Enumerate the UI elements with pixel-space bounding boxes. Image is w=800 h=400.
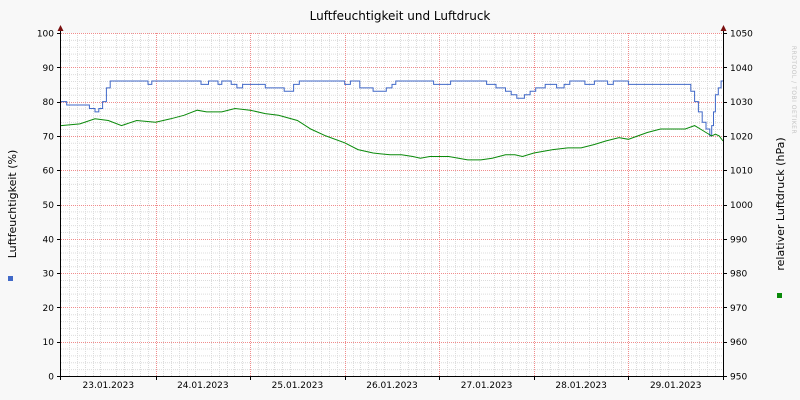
y-tick-label-right: 1050	[730, 30, 753, 40]
y-tick-label-right: 1010	[730, 167, 753, 177]
watermark: RRDTOOL / TOBI OETIKER	[790, 46, 797, 134]
y-tick-label-left: 50	[43, 201, 55, 211]
y-tick-label-left: 90	[43, 64, 55, 74]
y-axis-arrow-left	[57, 25, 64, 31]
x-tick-labels: 23.01.2023 24.01.2023 25.01.2023 26.01.2023…	[83, 381, 702, 391]
y-tick-label-left: 0	[48, 373, 54, 383]
y-tick-label-right: 1030	[730, 98, 753, 108]
legend-marker-left	[8, 276, 13, 281]
series-line-right	[60, 107, 724, 161]
y-tick-label-right: 1000	[730, 201, 753, 211]
y-tick-label-left: 60	[43, 167, 55, 177]
y-tick-label-left: 70	[43, 132, 55, 142]
y-tick-label-right: 960	[730, 338, 747, 348]
x-tick-label: 27.01.2023	[461, 381, 513, 391]
minor-grid	[61, 33, 723, 376]
y-tick-label-left: 100	[37, 30, 54, 40]
major-grid	[61, 33, 723, 376]
y-tick-label-right: 990	[730, 235, 747, 245]
axes	[57, 25, 727, 380]
x-tick-label: 23.01.2023	[83, 381, 135, 391]
y-tick-label-right: 1020	[730, 132, 753, 142]
y-tick-label-left: 40	[43, 235, 55, 245]
x-tick-label: 28.01.2023	[555, 381, 607, 391]
right-tick-labels: 950 960 970 980 990 1000 1010 1020 1030 1040 1050	[730, 30, 753, 383]
series-line-left	[61, 80, 723, 137]
y-tick-label-right: 970	[730, 304, 747, 314]
legend-marker-right	[777, 293, 782, 298]
legend	[8, 276, 782, 298]
chart-title: Luftfeuchtigkeit und Luftdruck	[310, 9, 491, 23]
y-tick-label-left: 80	[43, 98, 55, 108]
x-tick-label: 29.01.2023	[650, 381, 702, 391]
y-tick-label-left: 10	[43, 338, 55, 348]
x-tick-label: 26.01.2023	[366, 381, 418, 391]
y-axis-label-left: Luftfeuchtigkeit (%)	[6, 150, 19, 259]
y-axis-arrow-right	[720, 25, 727, 31]
y-tick-label-left: 20	[43, 304, 55, 314]
left-tick-labels: 0 10 20 30 40 50 60 70 80 90 100	[37, 30, 54, 383]
y-axis-label-right: relativer Luftdruck (hPa)	[774, 137, 787, 270]
plot-area	[61, 33, 723, 376]
y-tick-label-right: 950	[730, 373, 747, 383]
y-tick-label-right: 980	[730, 270, 747, 280]
series-layer	[60, 80, 724, 161]
y-tick-label-left: 30	[43, 270, 55, 280]
x-tick-label: 25.01.2023	[272, 381, 324, 391]
y-tick-label-right: 1040	[730, 64, 753, 74]
x-tick-label: 24.01.2023	[177, 381, 229, 391]
